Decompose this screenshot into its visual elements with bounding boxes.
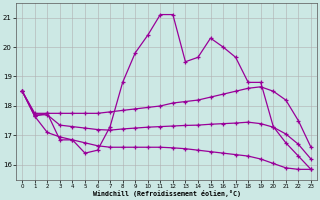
X-axis label: Windchill (Refroidissement éolien,°C): Windchill (Refroidissement éolien,°C) (92, 190, 241, 197)
